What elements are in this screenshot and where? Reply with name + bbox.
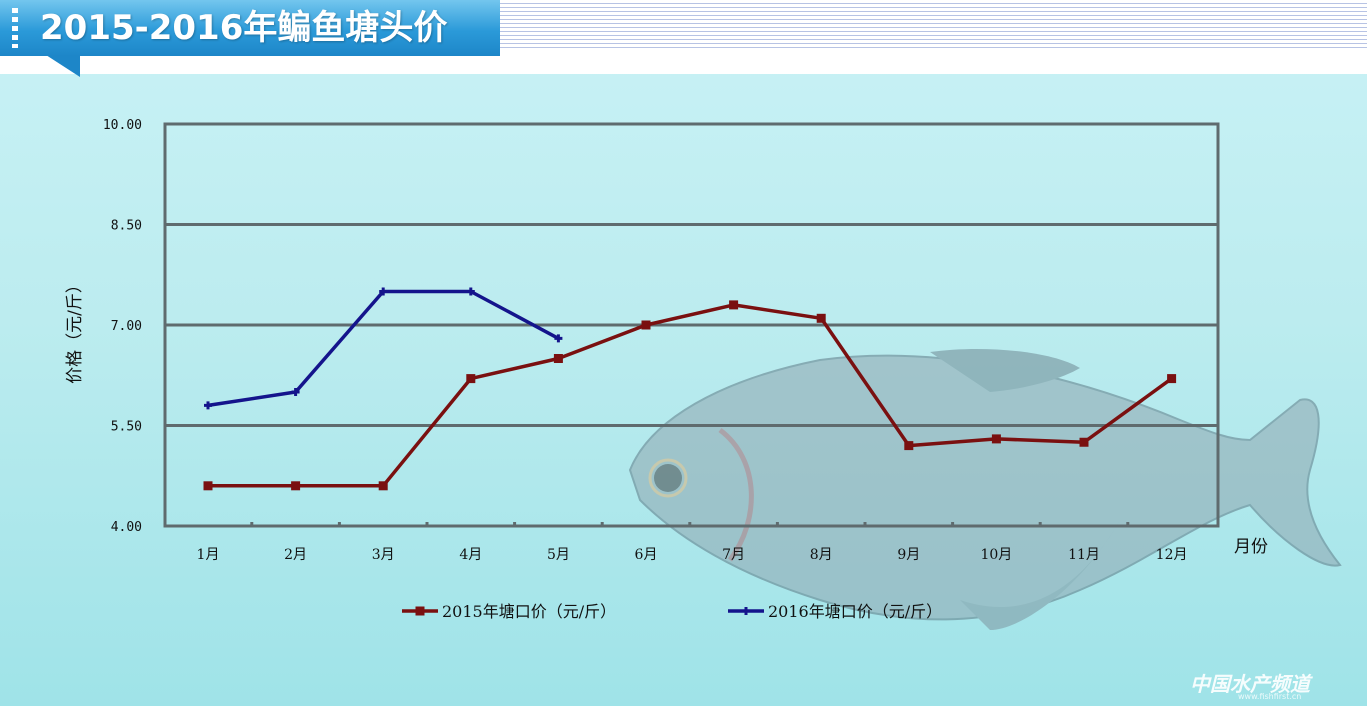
y-axis-ticks: 10.00 8.50 7.00 5.50 4.00	[103, 118, 142, 535]
x-axis-ticks: 1月 2月 3月 4月 5月 6月 7月 8月 9月 10月 11月 12月	[197, 522, 1188, 563]
x-tick-label: 6月	[635, 547, 658, 563]
legend-label: 2015年塘口价（元/斤）	[442, 602, 616, 621]
x-tick-label: 4月	[459, 547, 482, 563]
data-point	[466, 287, 475, 296]
title-banner	[0, 0, 500, 56]
x-tick-label: 2月	[284, 547, 307, 563]
y-tick-label: 10.00	[103, 118, 142, 133]
series-line-0	[208, 303, 1173, 488]
data-point	[554, 334, 563, 343]
fish-gill	[718, 428, 754, 562]
data-point	[553, 354, 563, 363]
legend: 2015年塘口价（元/斤） 2016年塘口价（元/斤）	[402, 602, 942, 621]
data-point	[378, 481, 388, 491]
fish-body	[628, 354, 1342, 621]
title-banner-tail	[46, 55, 80, 77]
x-tick-label: 10月	[980, 547, 1012, 563]
x-tick-label: 11月	[1068, 547, 1100, 563]
series-line-1	[207, 289, 560, 408]
x-tick-label: 9月	[897, 547, 920, 563]
x-tick-label: 8月	[810, 547, 833, 563]
y-tick-label: 4.00	[111, 520, 142, 535]
watermark-url: www.fishfirst.cn	[1238, 692, 1302, 701]
data-point	[904, 441, 914, 451]
fish-eye	[654, 464, 682, 492]
data-point	[203, 481, 213, 491]
legend-swatch-marker	[742, 607, 750, 615]
legend-label: 2016年塘口价（元/斤）	[768, 602, 942, 621]
data-point	[641, 320, 651, 330]
watermark-logo: 中国水产频道	[1190, 672, 1310, 696]
fish-illustration	[628, 348, 1342, 630]
data-point	[291, 481, 301, 491]
legend-swatch-marker	[415, 606, 425, 616]
data-point	[1167, 374, 1177, 384]
y-tick-label: 7.00	[111, 319, 142, 334]
fish-dorsal-fin	[930, 348, 1080, 392]
x-axis-label: 月份	[1234, 537, 1268, 557]
data-point	[379, 287, 388, 296]
header-stripes	[500, 0, 1367, 50]
data-point	[291, 388, 300, 396]
data-point	[466, 374, 476, 384]
series-lines	[203, 287, 1177, 491]
x-tick-label: 1月	[197, 547, 220, 563]
x-tick-label: 5月	[547, 547, 570, 563]
data-point	[816, 313, 826, 323]
y-tick-label: 8.50	[111, 219, 142, 234]
data-point	[204, 401, 212, 410]
x-tick-label: 12月	[1156, 547, 1188, 563]
x-tick-label: 7月	[722, 547, 745, 563]
y-tick-label: 5.50	[111, 420, 142, 435]
grid-lines	[165, 223, 1218, 427]
data-point	[1079, 437, 1089, 447]
page-title: 2015-2016年鳊鱼塘头价	[40, 8, 448, 48]
fish-lower-fin	[960, 520, 1120, 630]
x-tick-label: 3月	[372, 547, 395, 563]
title-dots-decoration	[12, 8, 18, 48]
data-point	[991, 434, 1001, 444]
fish-eye-ring	[648, 458, 688, 498]
data-point	[729, 300, 739, 310]
y-axis-label: 价格（元/斤）	[65, 276, 85, 384]
